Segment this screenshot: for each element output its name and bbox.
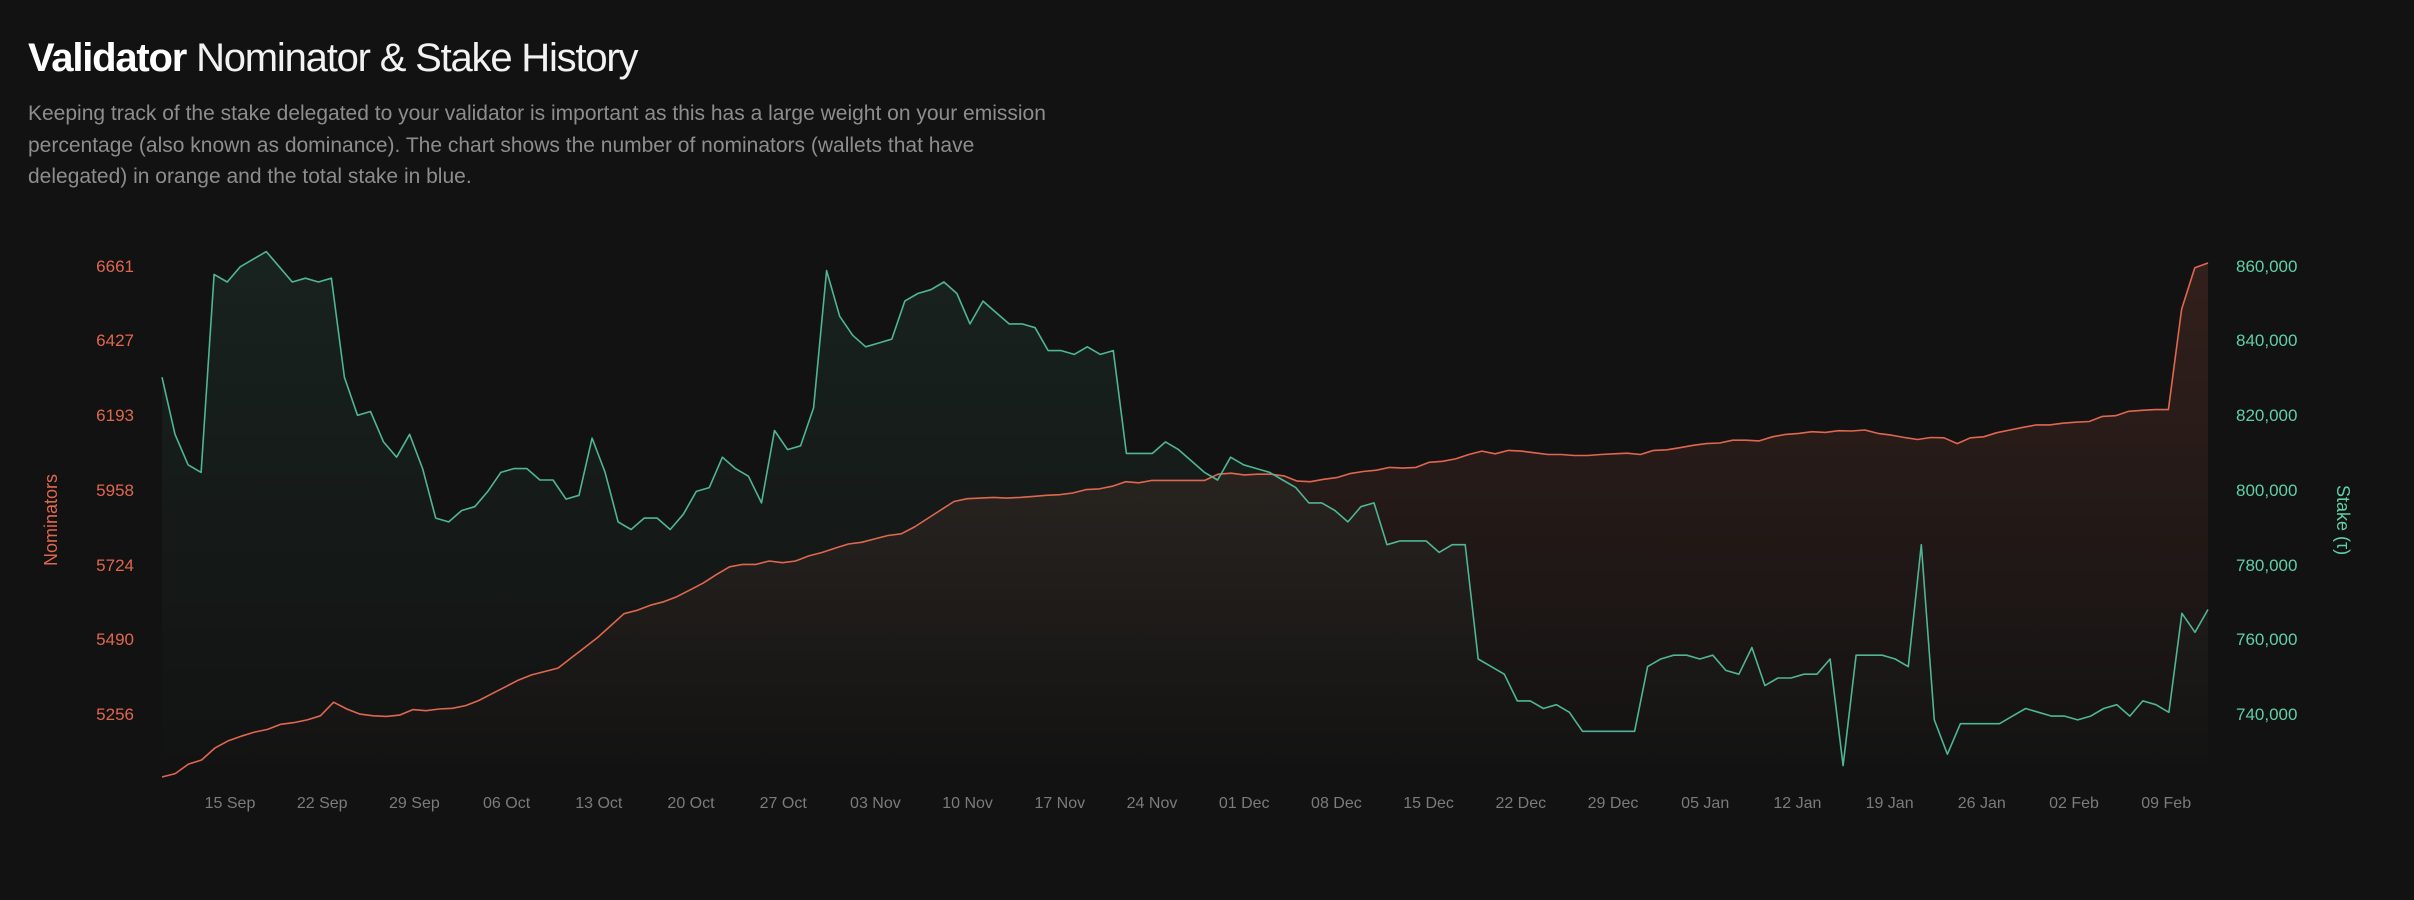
left-axis-title: Nominators — [41, 474, 61, 566]
x-axis-ticks: 15 Sep 22 Sep 29 Sep 06 Oct 13 Oct 20 Oct 27 O… — [205, 795, 2192, 812]
x-axis-tick: 22 Sep — [297, 795, 348, 812]
x-axis-tick: 22 Dec — [1495, 795, 1546, 812]
left-axis-tick: 5724 — [96, 556, 134, 575]
x-axis-tick: 10 Nov — [942, 795, 993, 812]
stake-line — [161, 250, 2209, 767]
title-bold: Validator — [28, 36, 187, 80]
x-axis-tick: 05 Jan — [1681, 795, 1729, 812]
x-axis-tick: 08 Dec — [1311, 795, 1362, 812]
right-axis-tick: 780,000 — [2236, 556, 2297, 575]
nominators-line — [161, 262, 2209, 778]
left-axis-tick: 5490 — [96, 630, 134, 649]
stake-area — [162, 251, 2208, 778]
x-axis-tick: 29 Dec — [1588, 795, 1639, 812]
chart-description: Keeping track of the stake delegated to … — [28, 102, 1046, 188]
x-axis-tick: 03 Nov — [850, 795, 901, 812]
x-axis-tick: 09 Feb — [2141, 795, 2191, 812]
x-axis-tick: 15 Dec — [1403, 795, 1454, 812]
left-axis-tick: 6661 — [96, 257, 134, 276]
x-axis-tick: 29 Sep — [389, 795, 440, 812]
left-axis-tick: 6193 — [96, 406, 134, 425]
title-rest: Nominator & Stake History — [196, 36, 638, 80]
left-axis-ticks: 6661 6427 6193 5958 5724 5490 5256 — [96, 257, 134, 724]
right-axis-tick: 840,000 — [2236, 331, 2297, 350]
right-axis-ticks: 860,000 840,000 820,000 800,000 780,000 760,0… — [2236, 257, 2297, 724]
right-axis-tick: 860,000 — [2236, 257, 2297, 276]
page-title: Validator Nominator & Stake History — [28, 30, 1128, 86]
x-axis-tick: 24 Nov — [1127, 795, 1178, 812]
right-axis-title: Stake (τ) — [2333, 485, 2353, 555]
x-axis-tick: 19 Jan — [1866, 795, 1914, 812]
x-axis-tick: 13 Oct — [575, 795, 623, 812]
x-axis-tick: 01 Dec — [1219, 795, 1270, 812]
right-axis-tick: 800,000 — [2236, 481, 2297, 500]
x-axis-tick: 12 Jan — [1773, 795, 1821, 812]
left-axis-tick: 5958 — [96, 481, 134, 500]
x-axis-tick: 02 Feb — [2049, 795, 2099, 812]
x-axis-tick: 27 Oct — [760, 795, 808, 812]
x-axis-tick: 26 Jan — [1958, 795, 2006, 812]
left-axis-tick: 6427 — [96, 331, 134, 350]
right-axis-tick: 760,000 — [2236, 630, 2297, 649]
x-axis-tick: 15 Sep — [205, 795, 256, 812]
x-axis-tick: 17 Nov — [1034, 795, 1085, 812]
chart-header: Validator Nominator & Stake History Keep… — [28, 30, 1128, 193]
left-axis-tick: 5256 — [96, 705, 134, 724]
x-axis-tick: 06 Oct — [483, 795, 531, 812]
x-axis-tick: 20 Oct — [667, 795, 715, 812]
right-axis-tick: 740,000 — [2236, 705, 2297, 724]
right-axis-tick: 820,000 — [2236, 406, 2297, 425]
